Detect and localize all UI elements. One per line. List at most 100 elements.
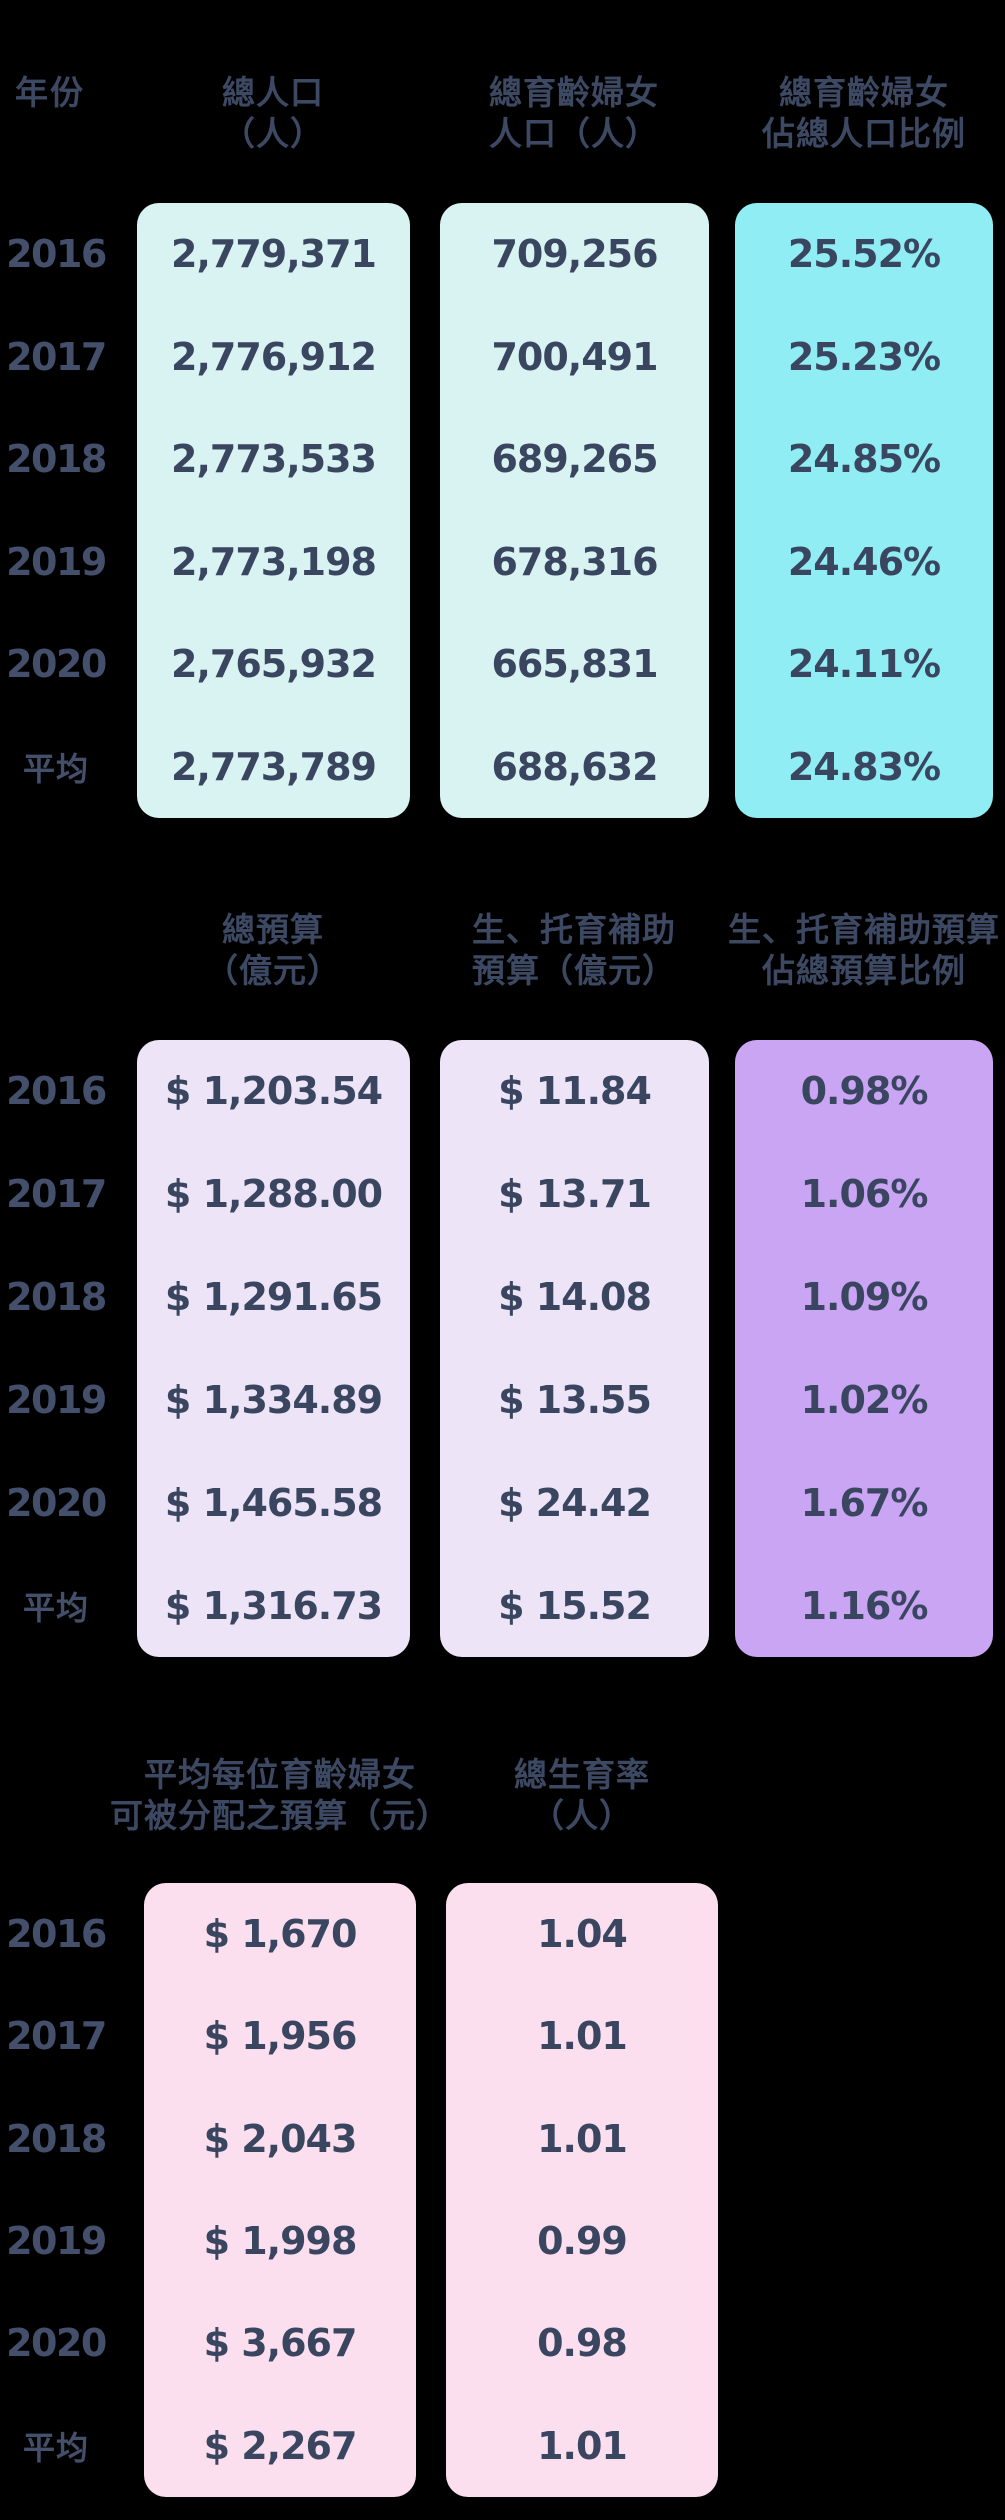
value-cell: $ 13.71	[498, 1172, 652, 1217]
value-cell: 1.67%	[800, 1480, 929, 1525]
row-label: 2016	[6, 1912, 107, 1957]
row-label-column: 2016 2017 2018 2019 2020 平均	[0, 203, 112, 818]
value-cell: $ 1,316.73	[164, 1583, 383, 1628]
value-cell: 25.52%	[787, 232, 941, 277]
row-label: 2018	[6, 437, 107, 482]
row-label: 2019	[6, 539, 107, 584]
value-cell: 24.11%	[787, 642, 941, 687]
value-cell: 665,831	[491, 642, 658, 687]
value-cell: $ 1,288.00	[164, 1172, 383, 1217]
row-label: 2016	[6, 1069, 107, 1114]
row-label-column: 2016 2017 2018 2019 2020 平均	[0, 1883, 112, 2497]
row-label: 2016	[6, 232, 107, 277]
header-line: 預算（億元）	[472, 951, 676, 990]
header-line: 可被分配之預算（元）	[110, 1796, 450, 1835]
row-label: 2019	[6, 1377, 107, 1422]
value-cell: 2,773,198	[171, 539, 377, 584]
column-header-budget-per-woman: 平均每位育齡婦女 可被分配之預算（元）	[110, 1754, 450, 1836]
value-cell: 700,491	[491, 334, 658, 379]
value-cell: 678,316	[491, 539, 658, 584]
header-line: （億元）	[205, 951, 341, 990]
column-card-subsidy-budget: $ 11.84 $ 13.71 $ 14.08 $ 13.55 $ 24.42 …	[440, 1040, 709, 1657]
value-cell: 24.85%	[787, 437, 941, 482]
value-cell: 688,632	[491, 744, 658, 789]
header-line: 總人口	[222, 73, 324, 112]
header-line: 平均每位育齡婦女	[144, 1755, 416, 1794]
row-label: 平均	[22, 2428, 89, 2467]
column-card-subsidy-ratio: 0.98% 1.06% 1.09% 1.02% 1.67% 1.16%	[735, 1040, 993, 1657]
header-line: （人）	[222, 114, 324, 153]
year-column-header: 年份	[15, 73, 85, 112]
row-label: 2017	[6, 2014, 107, 2059]
header-line: 佔總預算比例	[762, 951, 966, 990]
value-cell: 2,776,912	[171, 334, 377, 379]
value-cell: 25.23%	[787, 334, 941, 379]
row-label: 平均	[22, 749, 89, 788]
value-cell: $ 1,203.54	[164, 1069, 383, 1114]
value-cell: $ 1,670	[203, 1912, 358, 1957]
column-card-fertile-women: 709,256 700,491 689,265 678,316 665,831 …	[440, 203, 709, 818]
column-header-total-budget: 總預算 （億元）	[205, 909, 341, 991]
row-label: 2018	[6, 2116, 107, 2161]
value-cell: 2,779,371	[171, 232, 377, 277]
value-cell: 1.01	[537, 2423, 628, 2468]
value-cell: $ 1,465.58	[164, 1480, 383, 1525]
column-header-women-ratio: 總育齡婦女 佔總人口比例	[762, 72, 966, 154]
column-header-subsidy-ratio: 生、托育補助預算 佔總預算比例	[728, 909, 1000, 991]
column-card-total-budget: $ 1,203.54 $ 1,288.00 $ 1,291.65 $ 1,334…	[137, 1040, 410, 1657]
header-line: 佔總人口比例	[762, 114, 966, 153]
value-cell: 1.04	[537, 1912, 628, 1957]
value-cell: $ 2,043	[203, 2116, 358, 2161]
row-label: 2019	[6, 2219, 107, 2264]
value-cell: 709,256	[491, 232, 658, 277]
column-header-total-population: 總人口 （人）	[222, 72, 324, 154]
header-line: 生、托育補助預算	[728, 910, 1000, 949]
row-label: 2017	[6, 1172, 107, 1217]
value-cell: $ 15.52	[498, 1583, 652, 1628]
header-line: （人）	[531, 1796, 633, 1835]
row-label: 2020	[6, 642, 107, 687]
value-cell: $ 1,956	[203, 2014, 358, 2059]
header-line: 總預算	[222, 910, 324, 949]
column-header-fertility-rate: 總生育率 （人）	[514, 1754, 650, 1836]
value-cell: 2,765,932	[171, 642, 377, 687]
header-line: 總生育率	[514, 1755, 650, 1794]
value-cell: $ 1,291.65	[164, 1275, 383, 1320]
value-cell: $ 11.84	[498, 1069, 652, 1114]
row-label-column: 2016 2017 2018 2019 2020 平均	[0, 1040, 112, 1657]
row-label: 2017	[6, 334, 107, 379]
value-cell: $ 14.08	[498, 1275, 652, 1320]
value-cell: 1.01	[537, 2116, 628, 2161]
column-card-women-ratio: 25.52% 25.23% 24.85% 24.46% 24.11% 24.83…	[735, 203, 993, 818]
value-cell: $ 1,334.89	[164, 1377, 383, 1422]
header-line: 總育齡婦女	[489, 73, 659, 112]
column-card-total-population: 2,779,371 2,776,912 2,773,533 2,773,198 …	[137, 203, 410, 818]
header-line: 人口（人）	[489, 114, 659, 153]
column-card-fertility-rate: 1.04 1.01 1.01 0.99 0.98 1.01	[446, 1883, 718, 2497]
value-cell: 689,265	[491, 437, 658, 482]
value-cell: 0.98	[537, 2321, 628, 2366]
value-cell: 24.46%	[787, 539, 941, 584]
value-cell: 2,773,533	[171, 437, 377, 482]
value-cell: $ 2,267	[203, 2423, 358, 2468]
row-label: 2020	[6, 1480, 107, 1525]
value-cell: 0.99	[537, 2219, 628, 2264]
value-cell: $ 24.42	[498, 1480, 652, 1525]
header-line: 生、托育補助	[472, 910, 676, 949]
column-header-fertile-women: 總育齡婦女 人口（人）	[489, 72, 659, 154]
row-label: 平均	[22, 1588, 89, 1627]
column-card-budget-per-woman: $ 1,670 $ 1,956 $ 2,043 $ 1,998 $ 3,667 …	[144, 1883, 416, 2497]
value-cell: 24.83%	[787, 744, 941, 789]
value-cell: $ 3,667	[203, 2321, 358, 2366]
value-cell: $ 13.55	[498, 1377, 652, 1422]
value-cell: 1.01	[537, 2014, 628, 2059]
header-line: 總育齡婦女	[779, 73, 949, 112]
value-cell: 1.09%	[800, 1275, 929, 1320]
row-label: 2020	[6, 2321, 107, 2366]
row-label: 2018	[6, 1275, 107, 1320]
value-cell: 2,773,789	[171, 744, 377, 789]
value-cell: 0.98%	[800, 1069, 929, 1114]
value-cell: 1.02%	[800, 1377, 929, 1422]
column-header-subsidy-budget: 生、托育補助 預算（億元）	[472, 909, 676, 991]
